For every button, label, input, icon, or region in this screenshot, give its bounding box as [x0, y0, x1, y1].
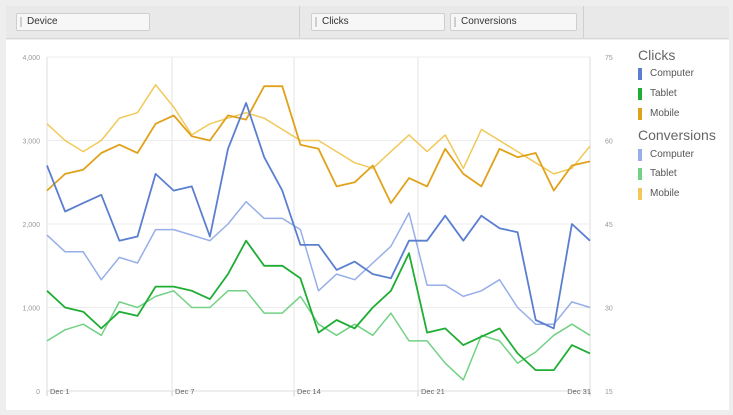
legend-label: Mobile: [650, 108, 680, 119]
swatch-icon: [638, 168, 642, 180]
toolbar-divider: [583, 6, 584, 38]
legend-label: Computer: [650, 149, 694, 160]
swatch-icon: [638, 88, 642, 100]
legend-label: Mobile: [650, 188, 680, 199]
legend-label: Computer: [650, 68, 694, 79]
y-left-tick-label: 0: [36, 389, 40, 396]
x-tick-label: Dec 31: [567, 387, 591, 396]
swatch-icon: [638, 188, 642, 200]
series-line-clicks-tablet: [46, 239, 591, 372]
y-right-tick-label: 45: [605, 222, 613, 229]
legend-title-conversions: Conversions: [638, 127, 716, 143]
x-tick-label: Dec 7: [175, 387, 195, 396]
series-line-conversions-computer: [46, 200, 591, 325]
series-line-clicks-mobile: [46, 85, 591, 205]
y-right-tick-label: 60: [605, 139, 613, 146]
dimension-selector[interactable]: Device: [16, 13, 150, 31]
series-line-clicks-computer: [46, 102, 591, 330]
metric1-selector[interactable]: Clicks: [311, 13, 445, 31]
legend-label: Tablet: [650, 168, 677, 179]
chart-grid: [47, 56, 590, 397]
toolbar-divider: [299, 6, 300, 38]
series-line-conversions-mobile: [46, 84, 591, 175]
y-left-tick-label: 1,000: [22, 306, 40, 313]
chart-series: [46, 84, 591, 381]
y-right-tick-label: 75: [605, 55, 613, 62]
metric2-selector[interactable]: Conversions: [450, 13, 577, 31]
legend-label: Tablet: [650, 88, 677, 99]
x-tick-label: Dec 14: [297, 387, 321, 396]
y-left-tick-label: 2,000: [22, 222, 40, 229]
y-left-tick-label: 3,000: [22, 139, 40, 146]
y-left-tick-label: 4,000: [22, 55, 40, 62]
swatch-icon: [638, 149, 642, 161]
swatch-icon: [638, 68, 642, 80]
swatch-icon: [638, 108, 642, 120]
x-tick-label: Dec 1: [50, 387, 70, 396]
chart-ticks: 0 15 1,000 30 2,000 45 3,000 60 4,000 75 Dec 1 Dec …: [22, 55, 612, 396]
legend-title-clicks: Clicks: [638, 47, 676, 63]
x-tick-label: Dec 21: [421, 387, 445, 396]
chart-panel: [6, 40, 729, 410]
chart-axes: [46, 57, 591, 396]
y-right-tick-label: 15: [605, 389, 613, 396]
y-right-tick-label: 30: [605, 306, 613, 313]
toolbar: Device Clicks Conversions: [6, 6, 729, 39]
series-line-conversions-tablet: [46, 290, 591, 381]
